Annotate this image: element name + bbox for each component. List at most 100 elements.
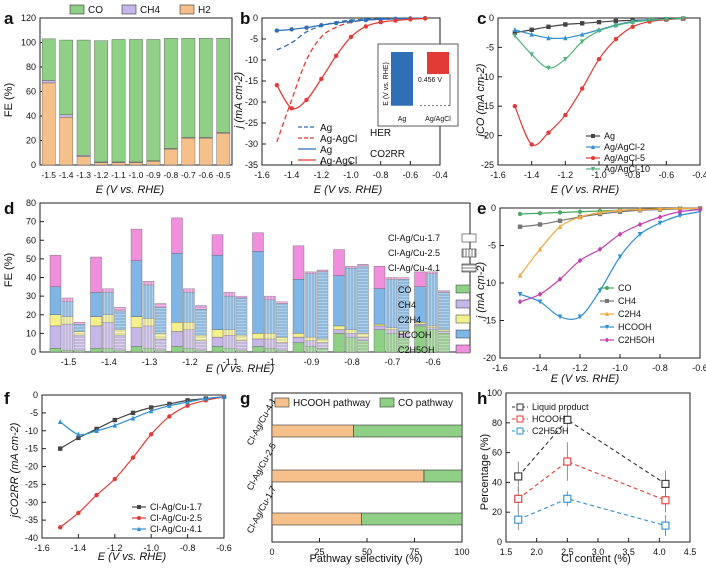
panel-label-b: b bbox=[240, 9, 250, 28]
panel-d-bar-hcooh bbox=[333, 275, 345, 327]
panel-b-inset: E (V vs. RHE) Ag Ag/AgCl 0.456 V bbox=[377, 43, 459, 127]
legend-label-agcl-co2rr: Ag-AgCl bbox=[320, 156, 357, 167]
panel-b-point bbox=[304, 97, 309, 103]
panel-d-bar-ch4 bbox=[130, 327, 143, 347]
panel-a-ytick-label: 100 bbox=[21, 38, 36, 48]
panel-c-point bbox=[630, 24, 635, 30]
panel-f-point bbox=[167, 403, 172, 408]
panel-e-point bbox=[677, 213, 683, 219]
panel-e-lines bbox=[517, 205, 703, 320]
panel-c-point bbox=[563, 56, 568, 62]
legend-label-agcl-her: Ag-AgCl bbox=[320, 134, 357, 145]
panel-d-bar-hatch bbox=[155, 303, 166, 352]
panel-d-ytick-label: 30 bbox=[26, 291, 36, 301]
panel-a-bar-h2 bbox=[164, 148, 178, 166]
panel-e-point bbox=[557, 210, 563, 215]
panel-c-line-ag-agcl-5 bbox=[514, 17, 684, 146]
panel-a-bar-h2 bbox=[94, 162, 108, 166]
panel-d-legend-label: C2H5OH bbox=[398, 345, 435, 355]
panel-b-ytick-label: -15 bbox=[245, 76, 258, 86]
panel-b-xtick-label: -1.6 bbox=[254, 170, 270, 180]
panel-d-bar-co bbox=[333, 333, 345, 353]
panel-f: f -1.6 -1.4 -1.2 -1.0 -0.8 -0.6 -40 -35 -30 -25 -2… bbox=[4, 389, 232, 563]
panel-e-point bbox=[697, 206, 703, 213]
panel-c-point bbox=[563, 112, 568, 118]
panel-f-point bbox=[185, 399, 190, 405]
panel-e-legend-marker bbox=[605, 286, 609, 290]
panel-e-point bbox=[557, 276, 563, 282]
panel-c-point bbox=[546, 35, 551, 41]
panel-b-point bbox=[274, 28, 280, 33]
panel-b-ylabel: j (mA cm-2) bbox=[233, 71, 245, 130]
panel-a-ytick-label: 40 bbox=[26, 111, 36, 121]
panel-b-point bbox=[319, 76, 324, 82]
panel-g-bar-co-pathway bbox=[353, 424, 463, 438]
panel-c-frame bbox=[497, 17, 701, 166]
panel-a-bar-co bbox=[164, 38, 178, 149]
panel-d-ytick-label: 10 bbox=[26, 328, 36, 338]
panel-e-legend-marker bbox=[605, 337, 609, 343]
panel-f-point bbox=[112, 417, 117, 423]
panel-d-bar-co bbox=[292, 342, 305, 353]
panel-d-legend-swatch bbox=[455, 329, 471, 339]
panel-a-bars bbox=[41, 38, 231, 166]
panel-b-point bbox=[348, 34, 354, 40]
panel-d-xtick-label: -1.4 bbox=[101, 357, 117, 367]
panel-e-xtick-label: -1.2 bbox=[572, 363, 588, 373]
panel-f-point bbox=[185, 403, 190, 408]
panel-e-point bbox=[677, 205, 683, 211]
panel-a-bar-h2 bbox=[76, 156, 91, 166]
panel-f-point bbox=[112, 476, 118, 482]
panel-b-point bbox=[422, 16, 428, 21]
panel-f-legend-marker bbox=[137, 516, 141, 520]
panel-d-bar-hatch bbox=[195, 305, 207, 352]
panel-b-point bbox=[363, 24, 369, 29]
panel-c-legend-marker bbox=[591, 134, 595, 138]
panel-h-xtick-label: 3.5 bbox=[622, 547, 635, 557]
panel-f-line-cl-ag-cu-1-7 bbox=[59, 396, 225, 450]
panel-a-bar-h2 bbox=[111, 162, 126, 166]
panel-c-point bbox=[529, 27, 534, 32]
panel-e-point bbox=[597, 246, 603, 252]
panel-f-point bbox=[94, 492, 99, 498]
panel-d: d 0 10 20 30 40 50 60 70 80 -1.5 -1.4 -1.3 -1.2 -1.1 -… bbox=[3, 198, 477, 375]
panel-d-bar-co bbox=[49, 348, 62, 353]
legend-label-ag-her: Ag bbox=[320, 123, 332, 134]
panel-a-bar-h2 bbox=[198, 137, 213, 166]
panel-a-bar-co bbox=[198, 38, 213, 138]
panel-h-ytick-label: 20 bbox=[492, 507, 502, 517]
panel-e-point bbox=[657, 220, 663, 226]
panel-f-xtick-label: -0.6 bbox=[216, 543, 232, 553]
panel-f-point bbox=[76, 510, 81, 516]
panel-c-xtick-label: -1.2 bbox=[558, 170, 574, 180]
panel-b-ytick-label: -35 bbox=[245, 160, 258, 170]
panel-d-bar-hatch bbox=[224, 292, 235, 352]
panel-h-point bbox=[514, 515, 523, 524]
panel-h-point bbox=[661, 521, 670, 530]
panel-a-bar-h2 bbox=[129, 162, 143, 166]
panel-d-bars bbox=[49, 217, 450, 353]
panel-b-lines bbox=[274, 16, 428, 143]
panel-e-legend-label: CH4 bbox=[618, 296, 636, 306]
panel-e-point bbox=[577, 214, 583, 220]
panel-c-ytick-label: 0 bbox=[489, 13, 494, 23]
panel-c-point bbox=[529, 31, 534, 37]
panel-d-ytick-label: 40 bbox=[26, 273, 36, 283]
panel-f-point bbox=[58, 419, 63, 425]
panel-e-legend: CO CH4 C2H4 HCOOH C2H5OH bbox=[600, 283, 655, 345]
panel-h-point bbox=[563, 494, 572, 503]
panel-a-xtick-label: -0.6 bbox=[198, 170, 213, 180]
panel-d-legend-label: HCOOH bbox=[398, 330, 432, 340]
inset-label-ag: Ag bbox=[398, 116, 407, 123]
panel-b-point bbox=[289, 106, 294, 111]
panel-a-xtick-label: -0.5 bbox=[216, 170, 231, 180]
panel-d-bar-hatch bbox=[317, 270, 328, 352]
panel-c-ytick-label: -15 bbox=[481, 101, 494, 111]
panel-d-legend-swatch bbox=[455, 344, 471, 354]
panel-c-lines bbox=[512, 15, 686, 147]
panel-h-legend-marker bbox=[516, 415, 524, 423]
panel-a-ytick-label: 80 bbox=[26, 62, 36, 72]
panel-g-bar-hcooh-pathway bbox=[271, 424, 354, 438]
panel-c-ytick-label: -20 bbox=[481, 131, 494, 141]
